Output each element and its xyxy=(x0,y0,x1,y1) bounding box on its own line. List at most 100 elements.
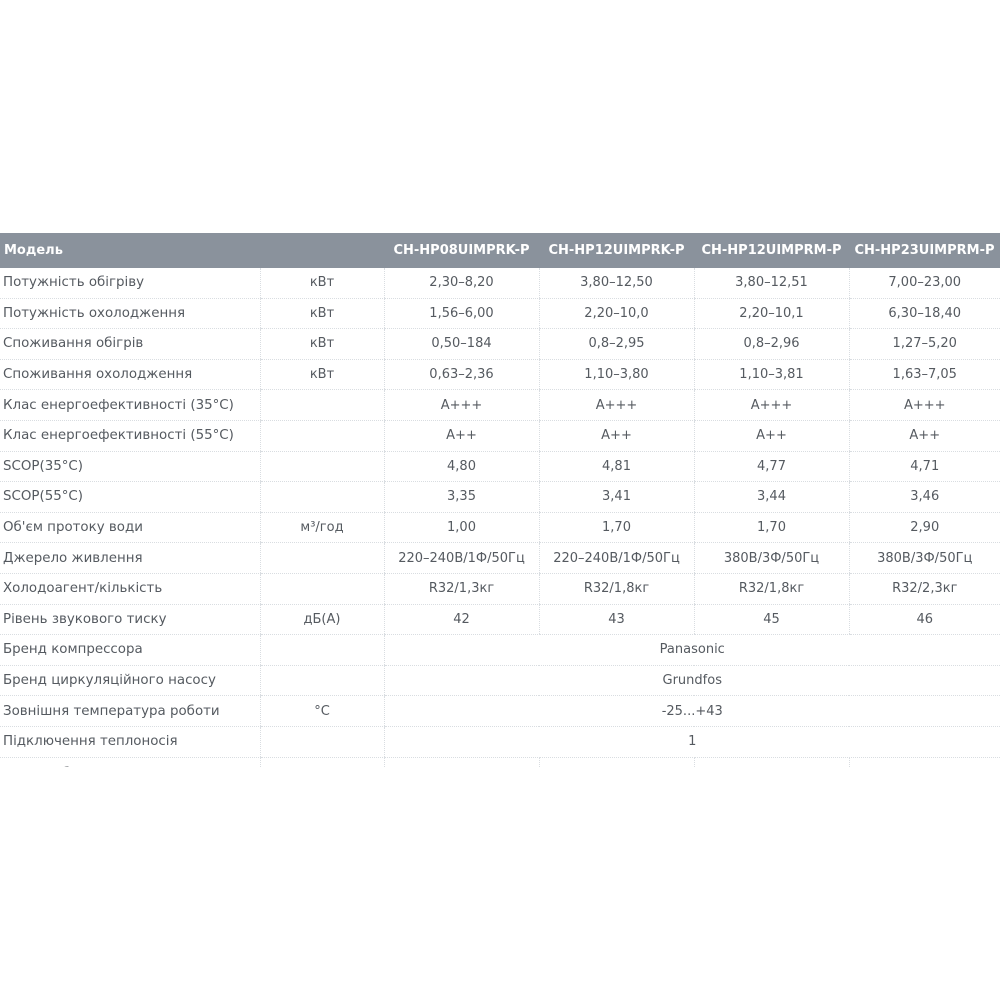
row-unit xyxy=(259,389,384,421)
row-value: 1,70 xyxy=(693,512,849,544)
row-value: 42 xyxy=(383,604,539,636)
table-header-row: Модель CH-HP08UIMPRK-P CH-HP12UIMPRK-P C… xyxy=(0,233,1000,268)
row-label: SCOP(35°С) xyxy=(0,451,260,483)
row-label: Потужність охолодження xyxy=(0,298,260,330)
row-value: A++ xyxy=(848,420,1000,452)
row-value: 43 xyxy=(538,604,694,636)
row-unit: м³/год xyxy=(259,512,384,544)
row-label: Споживання охолодження xyxy=(0,359,260,391)
row-value: 1,63–7,05 xyxy=(848,359,1000,391)
row-value: 2,20–10,1 xyxy=(693,298,849,330)
row-value: 220–240В/1Ф/50Гц xyxy=(538,542,694,574)
header-model-label: Модель xyxy=(0,233,260,268)
header-unit-spacer xyxy=(260,233,384,268)
row-label: Потужність обігріву xyxy=(0,268,260,299)
row-unit xyxy=(259,420,384,452)
row-value: A++ xyxy=(538,420,694,452)
row-merged-value: Grundfos xyxy=(383,665,1000,697)
row-unit xyxy=(259,634,384,666)
table-row: Рівень звукового тиску дБ(А) 42 43 45 46 xyxy=(0,604,1000,636)
row-value: 380В/3Ф/50Гц xyxy=(848,542,1000,574)
table-row: Потужність обігріву кВт 2,30–8,20 3,80–1… xyxy=(0,268,1000,299)
row-label: Об'єм протоку води xyxy=(0,512,260,544)
row-value: 3,80–12,51 xyxy=(693,268,849,299)
row-value: 1,00 xyxy=(383,512,539,544)
table-row: SCOP(55°С) 3,35 3,41 3,44 3,46 xyxy=(0,481,1000,513)
row-value: A++ xyxy=(693,420,849,452)
spec-table: Модель CH-HP08UIMPRK-P CH-HP12UIMPRK-P C… xyxy=(0,233,1000,796)
table-row-merged: Бренд компрессора Panasonic xyxy=(0,634,1000,666)
row-unit xyxy=(259,726,384,758)
row-value: 7,00–23,00 xyxy=(848,268,1000,299)
row-value: 4,77 xyxy=(693,451,849,483)
row-value: 0,63–2,36 xyxy=(383,359,539,391)
row-value: 3,41 xyxy=(538,481,694,513)
row-unit: кВт xyxy=(259,328,384,360)
row-merged-value: -25...+43 xyxy=(383,695,1000,727)
row-label: Підключення теплоносія xyxy=(0,726,260,758)
row-value: 2,90 xyxy=(848,512,1000,544)
row-label: Холодоагент/кількість xyxy=(0,573,260,605)
table-row: Клас енергоефективності (35°С) A+++ A+++… xyxy=(0,389,1000,421)
row-value: R32/1,3кг xyxy=(383,573,539,605)
row-value: 220–240В/1Ф/50Гц xyxy=(383,542,539,574)
row-value: R32/1,8кг xyxy=(693,573,849,605)
table-row-merged: Зовнішня температура роботи °С -25...+43 xyxy=(0,695,1000,727)
table-row: Об'єм протоку води м³/год 1,00 1,70 1,70… xyxy=(0,512,1000,544)
row-label: Рівень звукового тиску xyxy=(0,604,260,636)
row-unit xyxy=(259,573,384,605)
row-value: 3,46 xyxy=(848,481,1000,513)
row-label: Клас енергоефективності (55°С) xyxy=(0,420,260,452)
table-row: Джерело живлення 220–240В/1Ф/50Гц 220–24… xyxy=(0,542,1000,574)
row-unit: кВт xyxy=(259,268,384,299)
header-model-4: CH-HP23UIMPRM-P xyxy=(849,233,1000,268)
row-unit xyxy=(259,542,384,574)
row-unit: кВт xyxy=(259,359,384,391)
row-value: 1,10–3,81 xyxy=(693,359,849,391)
row-value: 2,20–10,0 xyxy=(538,298,694,330)
row-label: Бренд циркуляційного насосу xyxy=(0,665,260,697)
row-value: 1,70 xyxy=(538,512,694,544)
row-label: Бренд компрессора xyxy=(0,634,260,666)
row-value: 1,27–5,20 xyxy=(848,328,1000,360)
row-label: Зовнішня температура роботи xyxy=(0,695,260,727)
row-unit: дБ(А) xyxy=(259,604,384,636)
row-value: 6,30–18,40 xyxy=(848,298,1000,330)
table-row: Потужність охолодження кВт 1,56–6,00 2,2… xyxy=(0,298,1000,330)
row-value: 2,30–8,20 xyxy=(383,268,539,299)
row-value: A+++ xyxy=(693,389,849,421)
row-value: 4,71 xyxy=(848,451,1000,483)
row-merged-value: 1 xyxy=(383,726,1000,758)
row-value: A+++ xyxy=(848,389,1000,421)
row-value: 3,44 xyxy=(693,481,849,513)
row-value: A+++ xyxy=(538,389,694,421)
row-value: 4,80 xyxy=(383,451,539,483)
header-model-1: CH-HP08UIMPRK-P xyxy=(384,233,539,268)
row-value: R32/1,8кг xyxy=(538,573,694,605)
row-label: SCOP(55°С) xyxy=(0,481,260,513)
row-label: Клас енергоефективності (35°С) xyxy=(0,389,260,421)
row-value: 0,8–2,96 xyxy=(693,328,849,360)
table-row: Клас енергоефективності (55°С) A++ A++ A… xyxy=(0,420,1000,452)
row-unit xyxy=(259,665,384,697)
row-unit xyxy=(259,451,384,483)
row-value: 3,80–12,50 xyxy=(538,268,694,299)
header-model-3: CH-HP12UIMPRM-P xyxy=(694,233,849,268)
row-value: 1,10–3,80 xyxy=(538,359,694,391)
table-row: Споживання охолодження кВт 0,63–2,36 1,1… xyxy=(0,359,1000,391)
table-row-merged: Бренд циркуляційного насосу Grundfos xyxy=(0,665,1000,697)
row-value: 46 xyxy=(848,604,1000,636)
row-label: Споживання обігрів xyxy=(0,328,260,360)
row-value: 1,56–6,00 xyxy=(383,298,539,330)
row-value: A+++ xyxy=(383,389,539,421)
row-unit: °С xyxy=(259,695,384,727)
table-row-merged: Підключення теплоносія 1 xyxy=(0,726,1000,758)
table-row: Споживання обігрів кВт 0,50–184 0,8–2,95… xyxy=(0,328,1000,360)
row-value: 4,81 xyxy=(538,451,694,483)
row-unit: кВт xyxy=(259,298,384,330)
row-value: 45 xyxy=(693,604,849,636)
row-value: A++ xyxy=(383,420,539,452)
bottom-crop-mask xyxy=(0,767,1000,1000)
table-row: SCOP(35°С) 4,80 4,81 4,77 4,71 xyxy=(0,451,1000,483)
row-value: R32/2,3кг xyxy=(848,573,1000,605)
